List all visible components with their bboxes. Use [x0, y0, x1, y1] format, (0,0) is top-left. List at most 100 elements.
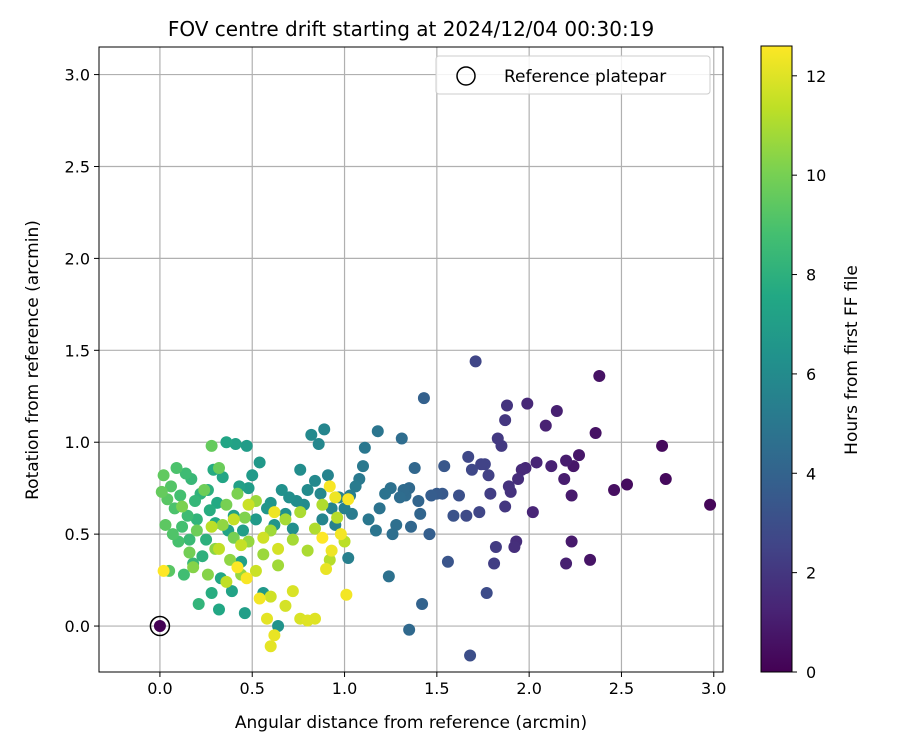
data-point — [438, 460, 451, 473]
data-point — [412, 495, 425, 508]
data-point — [539, 419, 552, 432]
y-tick-label: 1.5 — [65, 341, 90, 360]
chart-title: FOV centre drift starting at 2024/12/04 … — [168, 17, 654, 41]
data-point — [482, 469, 495, 482]
data-point — [489, 541, 502, 553]
x-tick-label: 0.5 — [240, 679, 265, 698]
data-point — [318, 423, 331, 436]
data-point — [358, 441, 371, 454]
data-point — [237, 524, 249, 537]
y-axis-label: Rotation from reference (arcmin) — [23, 220, 43, 500]
data-point — [373, 502, 386, 515]
data-point — [565, 489, 578, 502]
data-point — [268, 506, 281, 519]
data-point — [264, 640, 277, 653]
data-point — [593, 370, 606, 383]
data-point — [220, 575, 233, 588]
data-point — [530, 456, 543, 469]
data-point — [325, 502, 338, 515]
data-point — [238, 607, 251, 620]
data-point — [227, 531, 240, 544]
x-tick-label: 0.0 — [147, 679, 172, 698]
data-point — [488, 557, 501, 570]
data-point — [200, 533, 213, 546]
x-tick-label: 1.0 — [332, 679, 357, 698]
grid-lines — [99, 47, 723, 672]
data-point — [272, 620, 285, 633]
data-point — [261, 612, 273, 625]
data-point — [305, 428, 318, 441]
data-point — [279, 513, 292, 526]
data-point — [157, 564, 170, 577]
data-point — [286, 585, 299, 598]
y-tick-label: 3.0 — [65, 66, 90, 85]
x-tick-label: 1.5 — [424, 679, 449, 698]
x-tick-label: 2.5 — [609, 679, 634, 698]
data-point — [508, 541, 521, 553]
data-point — [253, 592, 266, 605]
colorbar-tick-label: 4 — [806, 464, 816, 483]
data-point — [338, 502, 351, 515]
data-point — [403, 623, 416, 636]
data-point — [190, 513, 203, 526]
data-point — [216, 518, 229, 531]
colorbar-tick-label: 6 — [806, 365, 816, 384]
data-point — [301, 484, 314, 497]
data-point — [340, 588, 353, 601]
y-tick-label: 0.5 — [65, 525, 90, 544]
data-point — [512, 472, 525, 485]
data-point — [176, 520, 189, 533]
data-point — [224, 553, 237, 566]
data-point — [475, 458, 488, 471]
legend-entry-label: Reference platepar — [504, 67, 666, 87]
colorbar-gradient — [760, 45, 793, 673]
data-point — [229, 438, 242, 451]
data-point — [309, 612, 321, 625]
data-point — [323, 480, 336, 493]
data-point — [294, 506, 307, 519]
data-point — [369, 524, 382, 537]
data-point — [227, 513, 240, 526]
data-point — [342, 552, 355, 565]
data-point — [464, 649, 477, 662]
data-point — [213, 603, 225, 616]
data-point — [501, 399, 513, 412]
colorbar-tick-label: 10 — [806, 166, 826, 185]
data-point — [499, 500, 512, 513]
data-point — [165, 480, 177, 493]
data-point — [166, 528, 179, 541]
data-point — [309, 474, 321, 487]
data-point — [320, 563, 333, 576]
x-tick-label: 3.0 — [701, 679, 726, 698]
colorbar-tick-label: 2 — [806, 564, 816, 583]
data-point — [238, 511, 251, 524]
data-point — [515, 463, 528, 476]
data-point — [499, 414, 512, 427]
data-point — [257, 531, 270, 544]
data-point — [309, 522, 321, 535]
colorbar-tick-label: 12 — [806, 67, 826, 86]
data-point — [240, 439, 253, 452]
data-point — [159, 518, 172, 531]
data-point — [220, 436, 233, 449]
data-point — [213, 542, 225, 555]
data-point — [408, 461, 421, 474]
data-point — [272, 542, 285, 555]
y-tick-label: 0.0 — [65, 617, 90, 636]
data-point — [441, 555, 454, 568]
colorbar-tick-label: 0 — [806, 663, 816, 682]
data-point — [201, 568, 214, 581]
data-point — [334, 528, 347, 541]
data-point — [465, 463, 478, 476]
data-point — [659, 472, 672, 485]
data-point — [264, 524, 277, 537]
data-point — [246, 469, 259, 482]
data-point — [279, 599, 292, 612]
data-point — [272, 559, 285, 572]
data-point — [323, 553, 336, 566]
data-point — [211, 496, 224, 509]
data-point — [382, 570, 395, 583]
data-point — [179, 467, 192, 480]
data-point — [177, 568, 190, 581]
data-point — [225, 585, 238, 598]
